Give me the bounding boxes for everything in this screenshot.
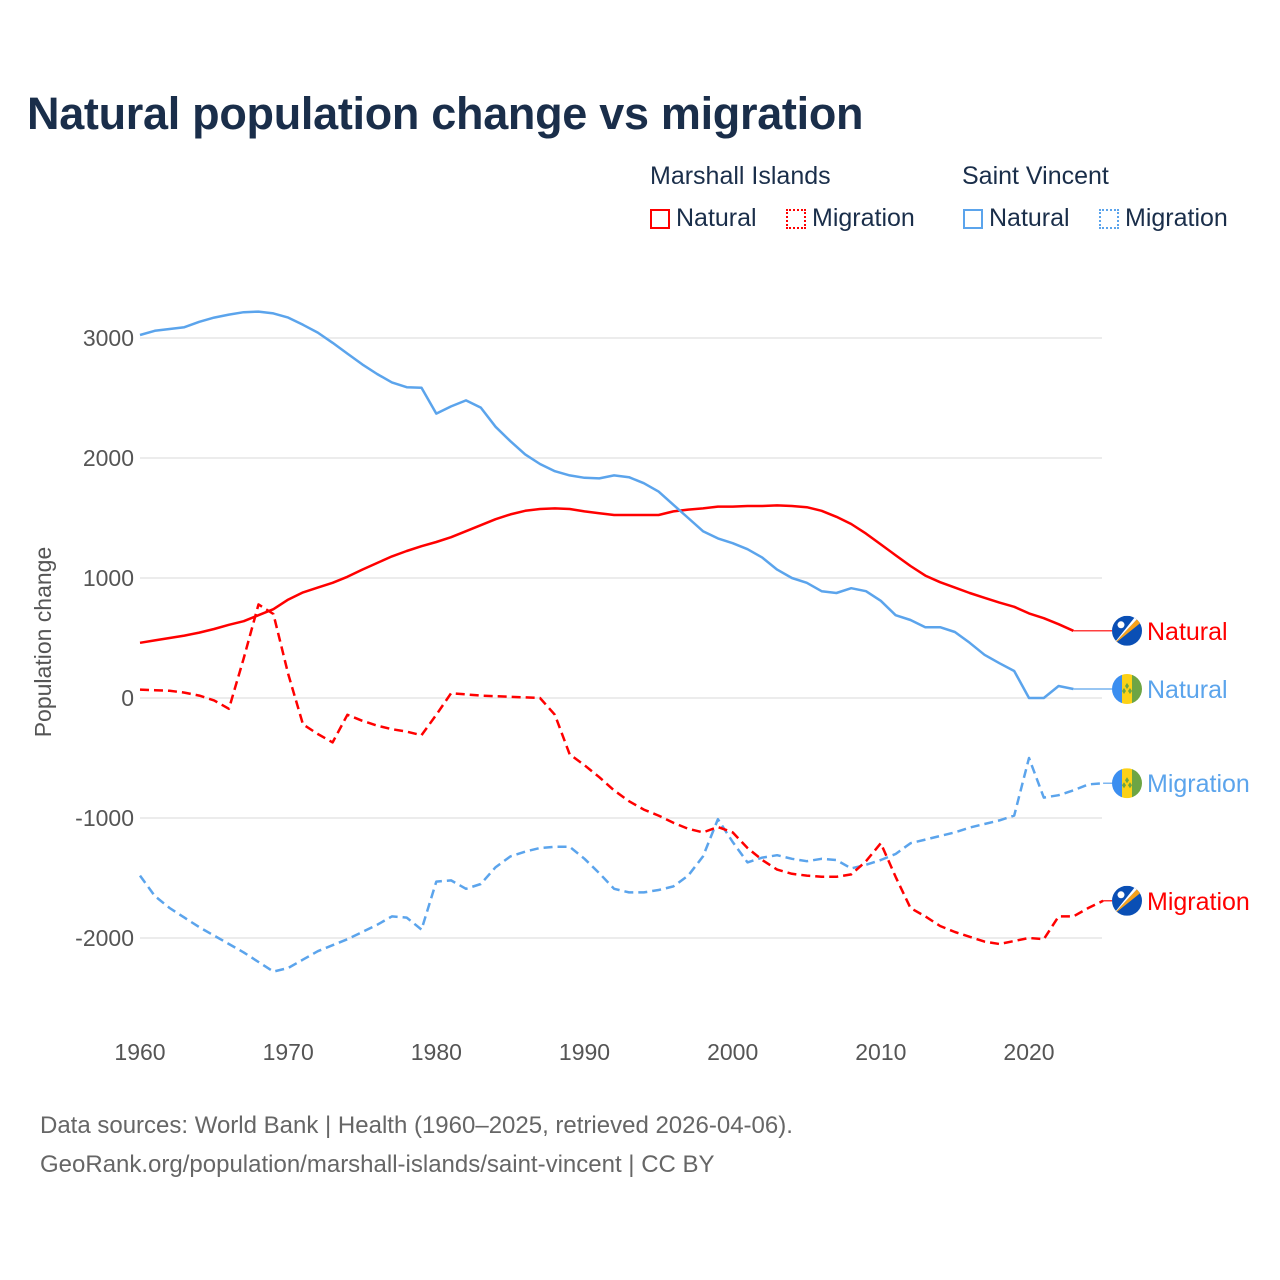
series-end-label: Migration bbox=[1147, 770, 1250, 798]
footer-sources: Data sources: World Bank | Health (1960–… bbox=[40, 1112, 793, 1139]
legend-label: Natural bbox=[989, 204, 1070, 232]
x-tick-label: 2010 bbox=[855, 1039, 906, 1065]
flag-body bbox=[1112, 885, 1142, 916]
legend-item-mi-migration[interactable]: Migration bbox=[786, 204, 915, 233]
series-line-saint-vincent-natural bbox=[139, 310, 1074, 700]
y-axis-label: Population change bbox=[30, 547, 56, 738]
flag-diamond bbox=[1125, 683, 1129, 689]
flag-star bbox=[1117, 891, 1125, 899]
legend-swatch-dotted bbox=[1099, 208, 1119, 229]
series-end-label: Natural bbox=[1147, 618, 1228, 646]
series-line-saint-vincent-migration bbox=[138, 756, 1104, 973]
y-tick-label: 3000 bbox=[83, 325, 134, 351]
y-tick-label: -2000 bbox=[75, 925, 134, 951]
series-line-marshall-islands-natural bbox=[139, 504, 1074, 645]
x-tick-label: 2000 bbox=[707, 1039, 758, 1065]
legend-item-sv-natural[interactable]: Natural bbox=[963, 204, 1070, 233]
y-tick-label: 2000 bbox=[83, 445, 134, 471]
x-tick-label: 1980 bbox=[411, 1039, 462, 1065]
flag-diamond bbox=[1125, 777, 1129, 784]
flag-diamond bbox=[1128, 688, 1132, 694]
flag-star bbox=[1117, 621, 1125, 629]
legend-group-marshall-islands: Marshall Islands bbox=[650, 162, 831, 190]
flag-body bbox=[1112, 615, 1142, 646]
x-tick-label: 1990 bbox=[559, 1039, 610, 1065]
legend-swatch-solid bbox=[963, 208, 983, 229]
y-tick-label: 1000 bbox=[83, 565, 134, 591]
legend-label: Natural bbox=[676, 204, 757, 232]
x-tick-label: 2020 bbox=[1003, 1039, 1054, 1065]
legend-item-sv-migration[interactable]: Migration bbox=[1099, 204, 1228, 233]
legend-label: Migration bbox=[1125, 204, 1228, 232]
footer: Data sources: World Bank | Health (1960–… bbox=[40, 1106, 793, 1184]
y-tick-label: -1000 bbox=[75, 805, 134, 831]
legend-item-mi-natural[interactable]: Natural bbox=[650, 204, 757, 233]
footer-url[interactable]: GeoRank.org/population/marshall-islands/… bbox=[40, 1151, 715, 1178]
x-tick-label: 1960 bbox=[114, 1039, 165, 1065]
x-tick-label: 1970 bbox=[263, 1039, 314, 1065]
flag-body bbox=[1112, 674, 1142, 704]
series-end-label: Natural bbox=[1147, 676, 1228, 704]
flag-diamond bbox=[1128, 782, 1132, 789]
flag-white-stripe bbox=[1112, 885, 1142, 916]
series-end-label: Migration bbox=[1147, 888, 1250, 916]
flag-green-band bbox=[1132, 674, 1142, 704]
series-line-marshall-islands-migration bbox=[139, 603, 1104, 946]
flag-diamond bbox=[1122, 688, 1126, 694]
legend-swatch-solid bbox=[650, 208, 670, 229]
flag-diamond bbox=[1122, 782, 1126, 789]
legend-label: Migration bbox=[812, 204, 915, 232]
saint-vincent-flag-icon bbox=[1112, 768, 1142, 799]
marshall-islands-flag-icon bbox=[1112, 615, 1142, 646]
flag-blue-band bbox=[1112, 768, 1122, 799]
legend-group-saint-vincent: Saint Vincent bbox=[962, 162, 1109, 190]
marshall-islands-flag-icon bbox=[1112, 885, 1142, 916]
flag-blue-band bbox=[1112, 674, 1122, 704]
legend-swatch-dotted bbox=[786, 208, 806, 229]
flag-body bbox=[1112, 768, 1142, 799]
flag-white-stripe bbox=[1112, 615, 1142, 646]
chart-title: Natural population change vs migration bbox=[27, 88, 864, 139]
y-tick-label: 0 bbox=[121, 685, 134, 711]
saint-vincent-flag-icon bbox=[1112, 674, 1142, 704]
flag-green-band bbox=[1132, 768, 1142, 799]
